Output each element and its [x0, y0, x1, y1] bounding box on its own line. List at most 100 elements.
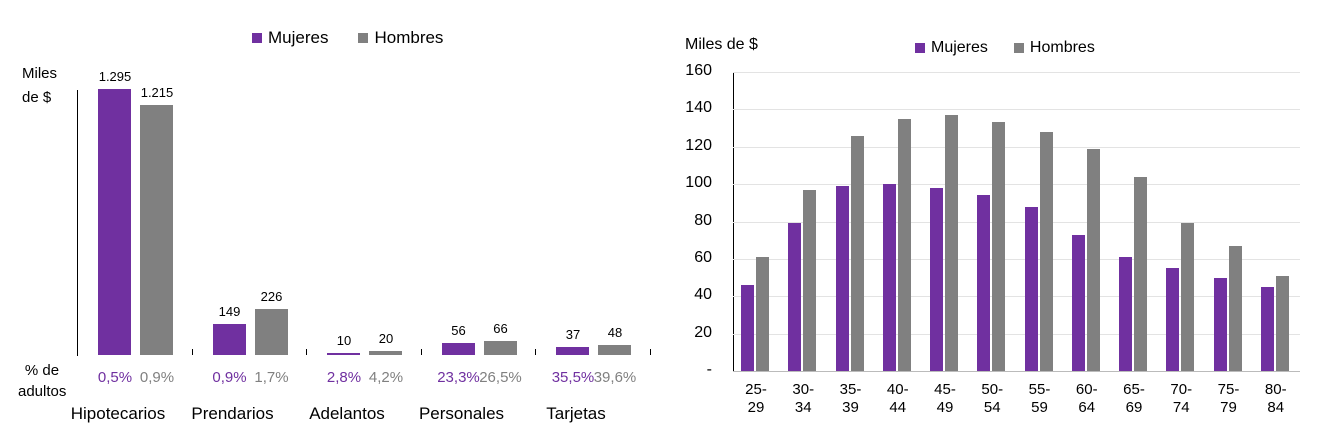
bar-hombres	[483, 341, 517, 355]
x-tick-label: Personales	[418, 404, 505, 423]
x-tick-label-line: 75-	[1217, 381, 1240, 398]
x-tick-label-line: 29	[747, 399, 765, 416]
gridline	[733, 296, 1300, 298]
bar-hombres	[1275, 275, 1289, 371]
x-tick-label-line: 70-	[1170, 381, 1193, 398]
gridline	[733, 258, 1300, 260]
bar-hombres	[598, 345, 631, 355]
pct-adultos: 26,5%	[479, 369, 522, 386]
x-tick-label: 65- 69	[1114, 381, 1154, 417]
gridline	[733, 146, 1300, 148]
bar-hombres	[897, 118, 911, 371]
x-tick-label-line: 74	[1172, 399, 1190, 416]
y-tick-label: 100	[685, 174, 712, 192]
bar-hombres	[992, 122, 1006, 371]
bar-hombres	[254, 308, 288, 355]
x-tick-label: 70- 74	[1161, 381, 1201, 417]
bar-mujeres	[882, 184, 896, 371]
bar-hombres	[369, 350, 402, 355]
x-tick-label: Tarjetas	[546, 404, 606, 423]
x-tick-label-line: 50-	[981, 381, 1004, 398]
bar-mujeres	[441, 343, 475, 355]
x-tick-label: 45- 49	[925, 381, 965, 417]
x-tick	[306, 349, 307, 355]
x-tick-label-line: 49	[936, 399, 954, 416]
x-tick-label: Hipotecarios	[70, 404, 166, 423]
pct-adultos: 2,8%	[326, 369, 362, 386]
x-tick-label-line: 25-	[745, 381, 767, 398]
y-tick-label: 140	[685, 99, 712, 117]
pct-adultos: 0,9%	[212, 369, 247, 386]
y-axis-line	[77, 90, 78, 356]
bar-mujeres	[556, 347, 589, 355]
x-tick-label-line: 34	[794, 399, 812, 416]
x-tick-label-line: 69	[1125, 399, 1143, 416]
x-tick	[191, 349, 193, 355]
bar-mujeres	[212, 324, 246, 355]
bar-mujeres	[1071, 234, 1085, 371]
data-label: 20	[378, 330, 394, 346]
y-tick-label: 40	[694, 286, 712, 304]
data-label: 149	[218, 304, 241, 320]
pct-adultos: 23,3%	[437, 369, 480, 386]
x-tick-label-line: 54	[983, 399, 1001, 416]
pct-adultos: 39,6%	[593, 369, 637, 386]
bar-mujeres	[1213, 277, 1227, 371]
x-tick-label-line: 80-	[1264, 381, 1287, 398]
pct-row-label: % de adultos	[18, 362, 67, 400]
x-tick-label-line: 45-	[934, 381, 956, 398]
gridline	[733, 184, 1300, 186]
legend-mujeres: Mujeres	[931, 39, 988, 56]
bar-hombres	[1228, 245, 1242, 371]
bar-mujeres	[1260, 286, 1274, 371]
y-axis-label: Miles de $	[22, 65, 58, 106]
bar-mujeres	[1024, 206, 1038, 371]
x-tick-label-line: 65-	[1123, 381, 1145, 398]
legend: Mujeres Hombres	[915, 39, 1095, 57]
x-tick-label-line: 40-	[886, 381, 909, 398]
bar-mujeres	[1166, 268, 1180, 371]
bar-hombres	[1181, 223, 1195, 371]
data-label: 226	[260, 288, 283, 304]
pct-adultos: 35,5%	[551, 369, 595, 386]
legend-hombres: Hombres	[1029, 39, 1095, 56]
bar-hombres	[1134, 176, 1147, 371]
bar-hombres	[1086, 148, 1100, 371]
x-tick-label-line: 59	[1031, 399, 1048, 416]
pct-adultos: 4,2%	[368, 369, 404, 386]
bar-mujeres	[1119, 257, 1132, 371]
y-tick-label: -	[706, 361, 712, 378]
x-tick-label-line: 35-	[839, 381, 862, 398]
x-tick	[535, 349, 536, 355]
data-label: 66	[493, 321, 508, 337]
x-tick-label-line: 30-	[792, 381, 815, 398]
y-tick-label: 80	[694, 211, 712, 229]
data-label: 56	[451, 323, 466, 339]
bar-hombres	[945, 114, 958, 371]
gridline	[733, 333, 1300, 335]
x-axis-line	[733, 371, 1300, 372]
x-tick-label: 75- 79	[1209, 381, 1249, 417]
legend-swatch-mujeres	[252, 33, 262, 43]
data-label: 48	[607, 325, 623, 341]
y-axis-label: Miles de $	[685, 36, 758, 53]
bar-mujeres	[930, 187, 943, 371]
bar-hombres	[850, 135, 864, 371]
bar-hombres	[1039, 131, 1053, 371]
x-tick-label-line: 84	[1267, 399, 1285, 416]
bar-mujeres	[327, 352, 360, 355]
x-tick-label: 50- 54	[972, 381, 1012, 417]
y-tick-label: 60	[694, 248, 712, 266]
x-tick-label-line: 55-	[1028, 381, 1051, 398]
bar-mujeres	[835, 185, 849, 371]
x-tick-label-line: 60-	[1075, 381, 1098, 398]
bar-hombres	[803, 189, 817, 371]
bar-mujeres	[977, 195, 991, 371]
legend-hombres: Hombres	[374, 28, 444, 47]
bar-mujeres	[98, 89, 131, 355]
x-tick-label: 55- 59	[1020, 381, 1060, 417]
x-tick-label: Adelantos	[309, 404, 385, 423]
gridline	[733, 72, 1300, 73]
x-tick-label: 35- 39	[831, 381, 871, 417]
gridline	[733, 221, 1300, 223]
